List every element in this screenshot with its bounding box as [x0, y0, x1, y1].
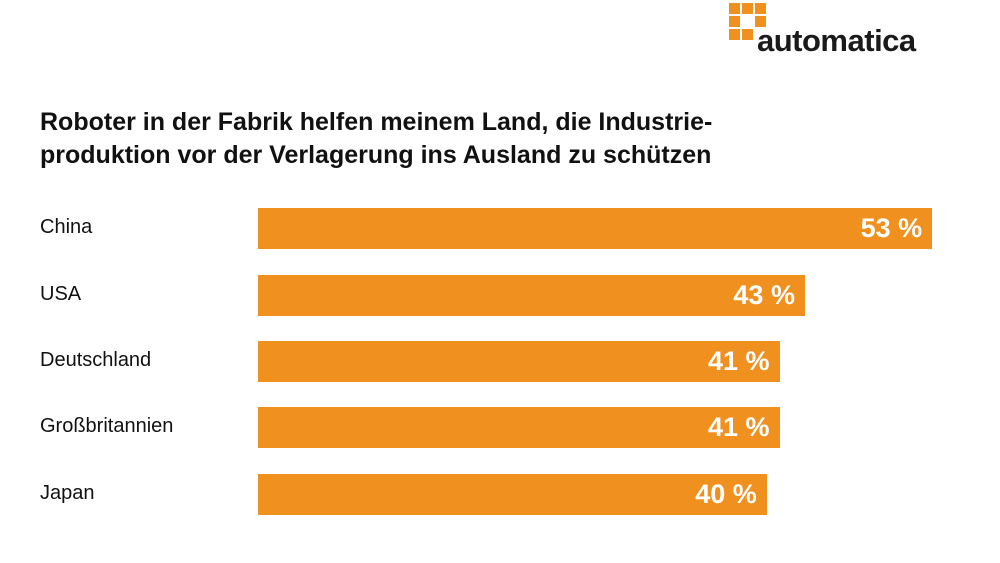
- chart-title: Roboter in der Fabrik helfen meinem Land…: [40, 106, 712, 172]
- value-label: 41 %: [707, 346, 770, 376]
- value-label: 40 %: [695, 479, 757, 509]
- logo-square: [729, 16, 740, 27]
- bar: [258, 341, 780, 382]
- category-label: Großbritannien: [40, 415, 174, 437]
- bar: [258, 407, 780, 448]
- logo-square: [755, 3, 766, 14]
- logo-square: [729, 29, 740, 40]
- bar: [258, 474, 767, 515]
- logo-square: [729, 3, 740, 14]
- category-label: China: [40, 216, 93, 238]
- logo-square: [755, 16, 766, 27]
- title-line-1: Roboter in der Fabrik helfen meinem Land…: [40, 108, 713, 136]
- logo-text: automatica: [757, 23, 916, 58]
- automatica-logo: automatica: [729, 3, 959, 58]
- logo-square: [742, 3, 753, 14]
- bar: [258, 275, 805, 316]
- category-label: Deutschland: [40, 349, 152, 371]
- value-label: 41 %: [707, 412, 770, 442]
- logo-square: [742, 29, 753, 40]
- category-label: Japan: [40, 482, 95, 504]
- value-label: 53 %: [860, 213, 923, 243]
- category-label: USA: [40, 283, 82, 305]
- title-line-2: produktion vor der Verlagerung ins Ausla…: [40, 141, 712, 169]
- value-label: 43 %: [733, 280, 795, 310]
- bar: [258, 208, 933, 249]
